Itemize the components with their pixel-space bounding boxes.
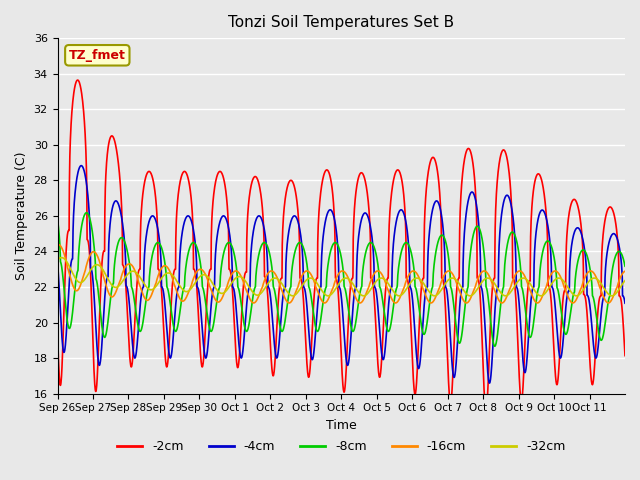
Legend: -2cm, -4cm, -8cm, -16cm, -32cm: -2cm, -4cm, -8cm, -16cm, -32cm — [112, 435, 570, 458]
Title: Tonzi Soil Temperatures Set B: Tonzi Soil Temperatures Set B — [228, 15, 454, 30]
X-axis label: Time: Time — [326, 419, 356, 432]
Text: TZ_fmet: TZ_fmet — [69, 49, 125, 62]
Y-axis label: Soil Temperature (C): Soil Temperature (C) — [15, 152, 28, 280]
